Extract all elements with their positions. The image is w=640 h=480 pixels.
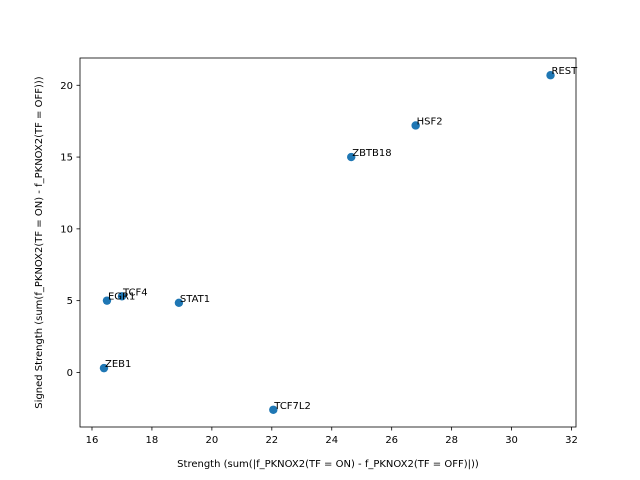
point-label: REST (552, 66, 579, 77)
data-point (99, 363, 109, 373)
x-tick-label: 16 (86, 435, 99, 446)
data-point (117, 292, 127, 301)
y-tick-label: 15 (60, 153, 73, 164)
y-tick-label: 0 (67, 368, 73, 379)
x-tick-label: 26 (385, 435, 398, 446)
x-tick-label: 32 (565, 435, 578, 446)
data-point (174, 298, 184, 308)
point-label: TCF7L2 (273, 401, 311, 412)
data-point (269, 405, 278, 414)
point-label: ZBTB18 (352, 148, 391, 159)
point-label: EGR1 (108, 292, 135, 303)
point-label: HSF2 (417, 116, 443, 127)
data-point (411, 121, 420, 130)
data-point (102, 296, 112, 305)
data-point (546, 71, 555, 80)
plot-frame (79, 57, 577, 428)
x-tick-label: 30 (505, 435, 518, 446)
x-tick-label: 20 (205, 435, 218, 446)
x-tick-label: 28 (445, 435, 458, 446)
data-point (347, 152, 356, 162)
point-label: ZEB1 (105, 359, 131, 370)
point-label: TCF4 (122, 287, 148, 298)
y-axis-label: Signed Strength (sum(f_PKNOX2(TF = ON) -… (34, 76, 45, 408)
x-tick-label: 18 (146, 435, 159, 446)
x-tick-label: 22 (265, 435, 278, 446)
x-axis-label: Strength (sum(|f_PKNOX2(TF = ON) - f_PKN… (177, 459, 479, 470)
y-tick-label: 5 (67, 296, 73, 307)
point-label: STAT1 (180, 294, 210, 305)
y-tick-label: 10 (60, 224, 73, 235)
y-tick-label: 20 (60, 81, 73, 92)
x-tick-label: 24 (325, 435, 338, 446)
